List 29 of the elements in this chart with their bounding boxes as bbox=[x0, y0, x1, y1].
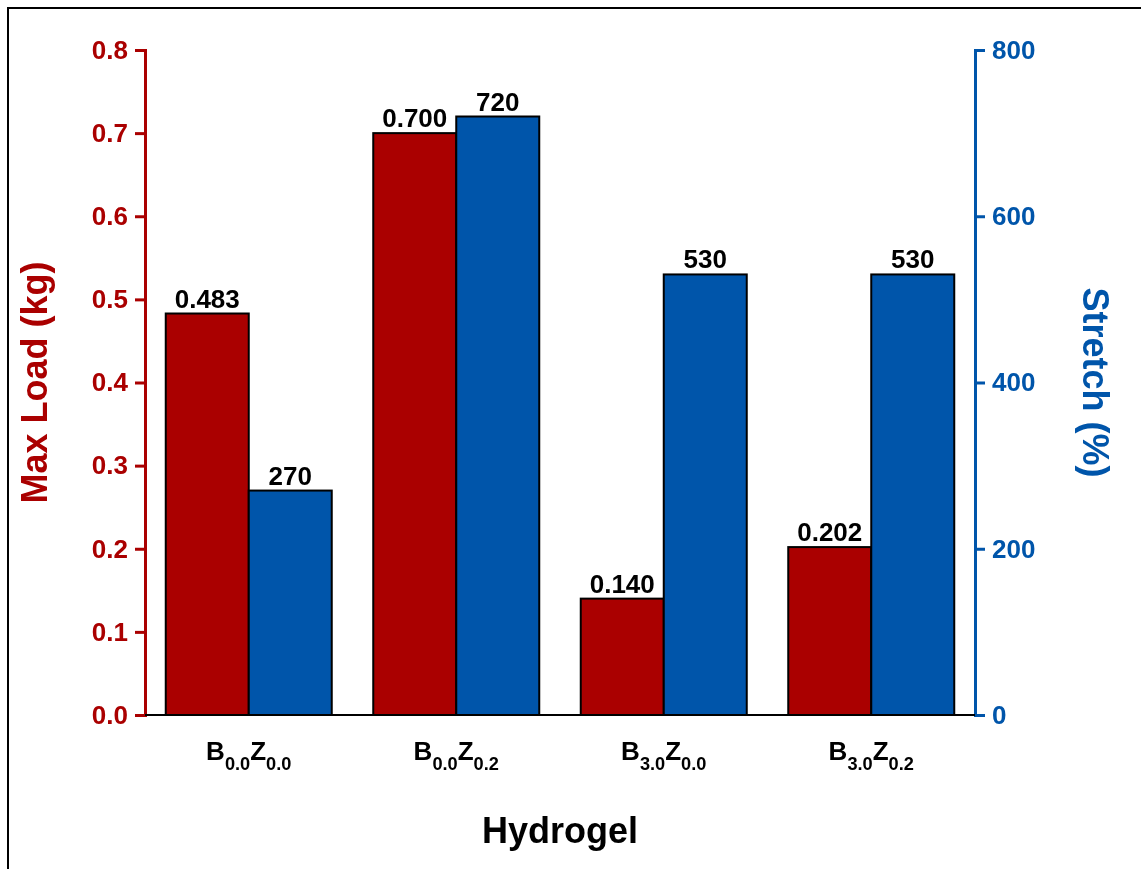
data-label: 0.202 bbox=[797, 517, 863, 548]
y2-axis-title: Stretch (%) bbox=[1075, 287, 1116, 478]
data-label: 270 bbox=[268, 460, 312, 491]
y-tick-label: 0.2 bbox=[91, 533, 128, 564]
data-label: 0.483 bbox=[174, 283, 240, 314]
y-tick-label: 0.4 bbox=[91, 367, 129, 398]
x-tick-label: B$_{0.0}$Z$_{0.0}$ bbox=[206, 736, 292, 774]
y-tick-label: 0.5 bbox=[91, 284, 128, 315]
y2-tick-label: 400 bbox=[992, 367, 1036, 398]
y2-tick-label: 200 bbox=[992, 533, 1036, 564]
y2-tick-label: 800 bbox=[992, 34, 1036, 65]
y-tick-label: 0.0 bbox=[91, 699, 128, 730]
data-label: 0.140 bbox=[589, 568, 655, 599]
y-axis-title: Max Load (kg) bbox=[14, 261, 55, 504]
y-tick-label: 0.8 bbox=[91, 34, 128, 65]
y-tick-label: 0.7 bbox=[91, 117, 128, 148]
y2-tick-label: 600 bbox=[992, 201, 1036, 232]
data-label: 530 bbox=[891, 244, 935, 275]
x-tick-label: B$_{0.0}$Z$_{0.2}$ bbox=[413, 736, 499, 774]
y-tick-label: 0.3 bbox=[91, 450, 128, 481]
y2-tick-label: 0 bbox=[992, 699, 1007, 730]
x-axis-title: Hydrogel bbox=[481, 810, 639, 851]
data-label: 530 bbox=[683, 244, 727, 275]
y-tick-label: 0.1 bbox=[91, 616, 128, 647]
x-tick-label: B$_{3.0}$Z$_{0.2}$ bbox=[828, 736, 914, 774]
data-label: 0.700 bbox=[382, 103, 448, 134]
data-label: 720 bbox=[476, 86, 520, 117]
x-tick-label: B$_{3.0}$Z$_{0.0}$ bbox=[621, 736, 707, 774]
y-tick-label: 0.6 bbox=[91, 201, 128, 232]
